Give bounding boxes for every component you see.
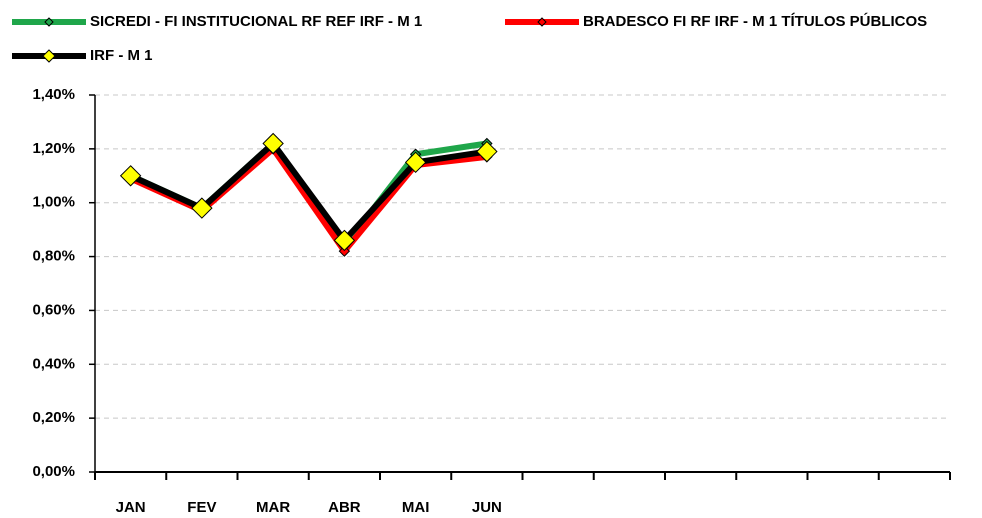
- legend-label: BRADESCO FI RF IRF - M 1 TÍTULOS PÚBLICO…: [583, 12, 927, 30]
- y-tick-label: 0,20%: [32, 409, 75, 426]
- legend-marker: [44, 17, 54, 27]
- x-tick-label: FEV: [187, 499, 216, 516]
- x-tick-label: MAI: [402, 499, 430, 516]
- y-tick-label: 1,00%: [32, 194, 75, 211]
- x-tick-label: JUN: [472, 499, 502, 516]
- data-point: [338, 245, 351, 257]
- y-tick-label: 0,80%: [32, 248, 75, 265]
- data-point: [191, 197, 213, 219]
- data-point: [119, 165, 142, 187]
- legend-marker: [537, 17, 547, 27]
- x-tick-label: MAR: [256, 499, 290, 516]
- legend-label: SICREDI - FI INSTITUCIONAL RF REF IRF - …: [90, 13, 422, 30]
- legend-marker: [42, 49, 56, 63]
- y-tick-label: 0,60%: [32, 301, 75, 318]
- y-tick-label: 0,40%: [32, 355, 75, 372]
- data-point: [333, 229, 356, 252]
- x-tick-label: ABR: [328, 499, 361, 516]
- data-point: [476, 140, 498, 163]
- y-tick-label: 0,00%: [32, 463, 75, 480]
- legend-label: IRF - M 1: [90, 47, 153, 64]
- y-tick-label: 1,40%: [32, 86, 75, 103]
- x-tick-label: JAN: [116, 499, 146, 516]
- y-tick-label: 1,20%: [32, 140, 75, 157]
- data-point: [404, 151, 427, 174]
- data-point: [262, 132, 284, 155]
- series-line: [129, 140, 488, 244]
